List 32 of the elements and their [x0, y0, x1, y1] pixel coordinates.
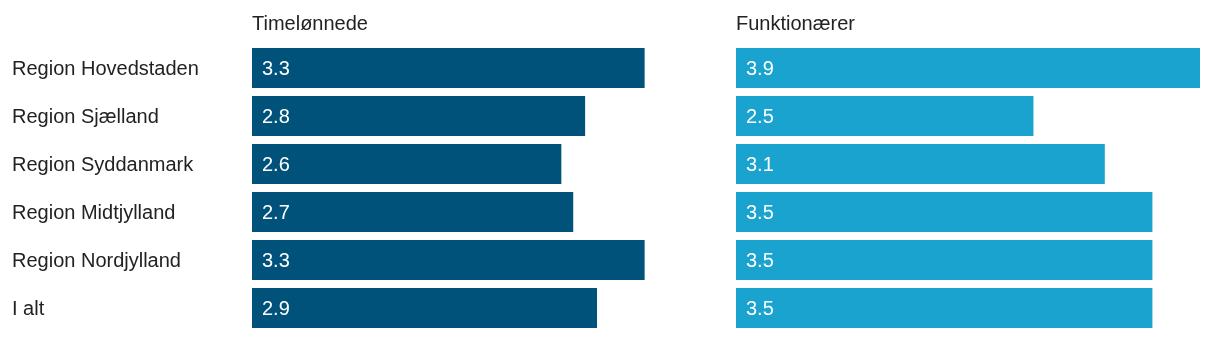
bar	[736, 192, 1153, 232]
bar	[252, 96, 586, 136]
bar	[736, 288, 1153, 328]
data-label: 3.9	[746, 57, 774, 79]
data-label: 3.5	[746, 201, 774, 223]
y-tick-label: Region Hovedstaden	[12, 57, 199, 79]
data-label: 2.8	[262, 105, 290, 127]
data-label: 3.5	[746, 297, 774, 319]
chart-title: Timelønnede	[252, 12, 368, 34]
data-label: 3.1	[746, 153, 774, 175]
bar	[736, 96, 1034, 136]
y-tick-label: Region Sjælland	[12, 105, 159, 127]
data-label: 3.3	[262, 57, 290, 79]
data-label: 2.5	[746, 105, 774, 127]
bar	[252, 48, 645, 88]
bar	[736, 48, 1200, 88]
y-tick-label: Region Midtjylland	[12, 201, 176, 223]
bar	[252, 240, 645, 280]
data-label: 3.5	[746, 249, 774, 271]
data-label: 2.6	[262, 153, 290, 175]
y-tick-label: Region Nordjylland	[12, 249, 181, 271]
data-label: 2.9	[262, 297, 290, 319]
data-label: 2.7	[262, 201, 290, 223]
y-tick-label: Region Syddanmark	[12, 153, 195, 175]
data-label: 3.3	[262, 249, 290, 271]
bar	[252, 288, 598, 328]
bar	[736, 240, 1153, 280]
bar	[252, 192, 574, 232]
bar	[736, 144, 1105, 184]
y-tick-label: I alt	[12, 297, 45, 319]
chart-title: Funktionærer	[736, 12, 856, 34]
bar	[252, 144, 562, 184]
